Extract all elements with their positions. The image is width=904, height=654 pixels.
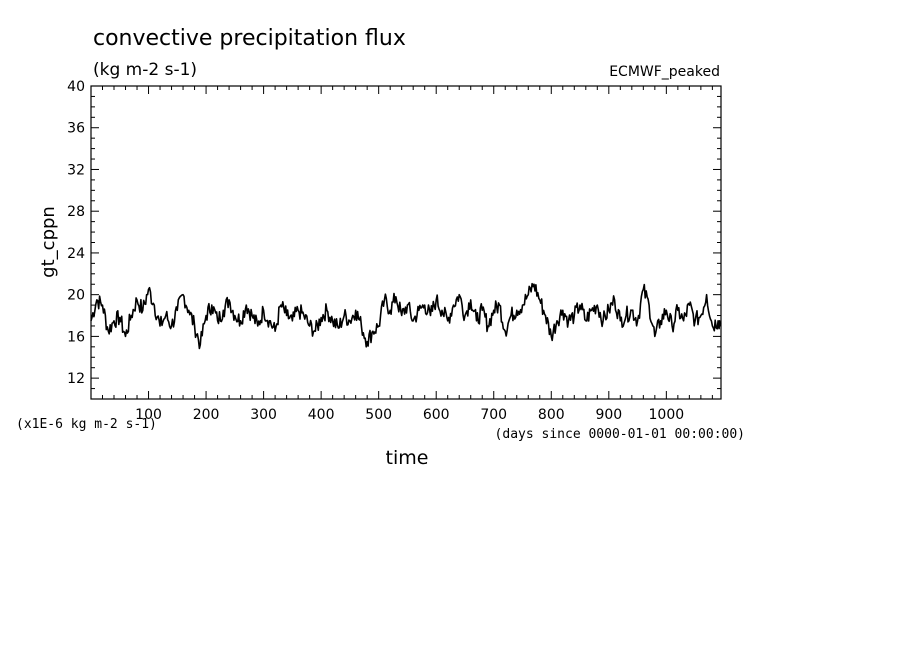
y-tick-label: 40 (67, 79, 85, 95)
x-tick-label: 700 (480, 407, 507, 423)
chart-units: (kg m-2 s-1) (93, 60, 197, 80)
y-tick-label: 20 (67, 288, 85, 304)
x-tick-label: 200 (193, 407, 220, 423)
x-units: (days since 0000-01-01 00:00:00) (495, 427, 745, 442)
y-tick-label: 36 (67, 121, 85, 137)
x-tick-label: 800 (538, 407, 565, 423)
series-line (90, 282, 722, 350)
plot-frame (90, 85, 722, 400)
x-axis-label: time (386, 447, 429, 469)
x-tick-label: 900 (595, 407, 622, 423)
x-axis: 100 200 300 400 500 600 700 800 900 1000 (102, 86, 713, 423)
y-axis: 12 16 20 24 28 32 36 40 (67, 79, 721, 400)
y-axis-label: gt_cppn (38, 206, 59, 278)
x-tick-label: 100 (135, 407, 162, 423)
y-tick-label: 16 (67, 329, 85, 345)
x-tick-label: 1000 (649, 407, 685, 423)
y-tick-label: 12 (67, 371, 85, 387)
y-tick-label: 24 (67, 246, 85, 262)
chart-title: convective precipitation flux (93, 26, 406, 51)
dataset-label: ECMWF_peaked (609, 64, 720, 80)
y-scale-note: (x1E-6 kg m-2 s-1) (16, 417, 157, 432)
y-tick-label: 32 (67, 162, 85, 178)
x-tick-label: 600 (423, 407, 450, 423)
x-tick-label: 500 (365, 407, 392, 423)
x-tick-label: 300 (250, 407, 277, 423)
y-tick-label: 28 (67, 204, 85, 220)
x-tick-label: 400 (308, 407, 335, 423)
